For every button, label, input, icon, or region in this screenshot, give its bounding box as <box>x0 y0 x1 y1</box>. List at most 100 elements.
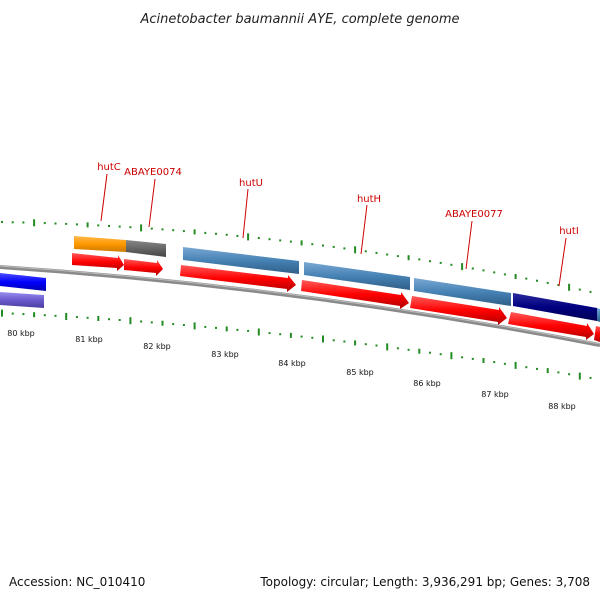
upper-track-minor-tick <box>204 231 207 234</box>
upper-track-minor-tick <box>471 267 474 270</box>
lower-track-minor-tick <box>204 325 207 328</box>
lower-track-minor-tick <box>343 340 346 343</box>
upper-track-minor-tick <box>97 224 100 227</box>
gene-hutU-feature[interactable] <box>183 247 299 274</box>
upper-track-minor-tick <box>386 253 389 256</box>
upper-track-minor-tick <box>108 225 110 227</box>
position-label-86kbp: 86 kbp <box>413 379 441 388</box>
gene-ABAYE0077-feature[interactable] <box>414 278 511 306</box>
upper-track-minor-tick <box>129 226 132 229</box>
lower-track-minor-tick <box>568 373 571 376</box>
upper-track-major-tick <box>33 219 36 227</box>
upper-track-minor-tick <box>257 237 260 239</box>
upper-track-minor-tick <box>75 223 78 226</box>
upper-track-major-tick <box>461 263 464 271</box>
lower-track-minor-tick <box>461 356 464 359</box>
upper-track-minor-tick <box>482 269 485 272</box>
lower-track-minor-tick <box>439 353 442 356</box>
lower-track-minor-tick <box>525 366 528 369</box>
gene-hutC-feature[interactable] <box>74 236 126 252</box>
lower-track-minor-tick <box>140 320 143 323</box>
upper-track-minor-tick <box>225 233 228 236</box>
lower-track-minor-tick <box>482 358 485 363</box>
cds-arrow-next[interactable] <box>594 326 600 342</box>
upper-track-minor-tick <box>311 243 314 246</box>
cds-arrow-hutI[interactable] <box>508 312 594 340</box>
lower-track-minor-tick <box>289 332 292 338</box>
lower-track-minor-tick <box>75 316 78 319</box>
map-title: Acinetobacter baumannii AYE, complete ge… <box>139 12 459 27</box>
position-labels: 80 kbp 81 kbp 82 kbp 83 kbp 84 kbp 85 kb… <box>7 329 576 411</box>
gene-label-hutH[interactable]: hutH <box>357 194 381 205</box>
lower-track-minor-tick <box>354 340 357 346</box>
upper-track-minor-tick <box>493 271 496 274</box>
gene-hutI-feature[interactable] <box>513 293 597 321</box>
upper-track-minor-tick <box>536 279 538 282</box>
upper-track-minor-tick <box>332 245 335 248</box>
gene-label-hutI[interactable]: hutI <box>559 226 579 237</box>
gene-next-feature[interactable] <box>597 308 600 322</box>
lower-track-minor-tick <box>471 357 474 360</box>
upper-track-minor-tick <box>407 255 410 261</box>
gene-ABAYE0074-feature[interactable] <box>126 240 166 257</box>
gene-left-slate-feature[interactable] <box>0 292 44 308</box>
lower-track-minor-tick <box>43 314 46 317</box>
position-label-80kbp: 80 kbp <box>7 329 35 338</box>
upper-track-minor-tick <box>193 229 196 235</box>
upper-track-minor-tick <box>429 260 431 263</box>
lower-track-minor-tick <box>86 316 89 319</box>
upper-track-minor-tick <box>322 244 324 247</box>
cds-arrow-hutC[interactable] <box>72 253 124 271</box>
lower-track-minor-tick <box>311 336 314 339</box>
upper-track-minor-tick <box>161 228 164 231</box>
leader-hutH <box>360 204 368 255</box>
upper-track-major-tick <box>140 224 143 232</box>
upper-track-minor-tick <box>65 222 68 225</box>
upper-track-minor-tick <box>578 288 581 291</box>
lower-track-minor-tick <box>589 376 592 379</box>
lower-track-minor-tick <box>54 314 57 317</box>
upper-track-major-tick <box>247 233 250 241</box>
lower-track-minor-tick <box>172 323 175 326</box>
gene-hutH-feature[interactable] <box>304 262 410 290</box>
upper-track-minor-tick <box>557 284 560 287</box>
lower-track-minor-tick <box>279 333 282 336</box>
genome-backbone <box>0 265 600 347</box>
gene-label-ABAYE0077[interactable]: ABAYE0077 <box>445 209 503 220</box>
upper-track-minor-tick <box>503 273 506 276</box>
gene-label-hutC[interactable]: hutC <box>97 162 121 173</box>
position-label-84kbp: 84 kbp <box>278 359 306 368</box>
upper-track-minor-tick <box>11 221 14 224</box>
lower-track-major-tick <box>65 313 68 320</box>
leader-hutU <box>242 188 249 239</box>
label-leaders <box>100 173 567 287</box>
cds-arrow-hutU[interactable] <box>180 265 296 292</box>
upper-track-minor-tick <box>150 227 153 230</box>
lower-track-minor-tick <box>108 318 110 321</box>
genome-summary-text: Topology: circular; Length: 3,936,291 bp… <box>259 575 590 589</box>
position-label-81kbp: 81 kbp <box>75 335 103 344</box>
position-label-87kbp: 87 kbp <box>481 390 509 399</box>
lower-track-minor-tick <box>11 312 14 315</box>
cds-arrow-hutH[interactable] <box>301 280 409 309</box>
upper-track-minor-tick <box>118 225 121 228</box>
lower-track-major-tick <box>514 361 517 369</box>
lower-track-minor-tick <box>364 343 367 346</box>
position-label-83kbp: 83 kbp <box>211 350 239 359</box>
lower-track-major-tick <box>450 352 453 360</box>
upper-tick-track <box>1 219 592 293</box>
upper-track-minor-tick <box>268 238 271 241</box>
lower-track-major-tick <box>578 372 581 380</box>
gene-label-ABAYE0074[interactable]: ABAYE0074 <box>124 167 182 178</box>
upper-track-minor-tick <box>43 222 46 225</box>
lower-track-minor-tick <box>182 324 185 326</box>
cds-arrow-ABAYE0074[interactable] <box>124 259 163 276</box>
lower-track-minor-tick <box>300 335 303 338</box>
gene-label-hutU[interactable]: hutU <box>239 178 263 189</box>
upper-track-minor-tick <box>418 258 421 261</box>
lower-track-minor-tick <box>225 326 228 332</box>
lower-track-minor-tick <box>536 367 538 370</box>
cds-arrow-ABAYE0077[interactable] <box>410 296 507 325</box>
gene-left-blue-feature[interactable] <box>0 273 46 291</box>
